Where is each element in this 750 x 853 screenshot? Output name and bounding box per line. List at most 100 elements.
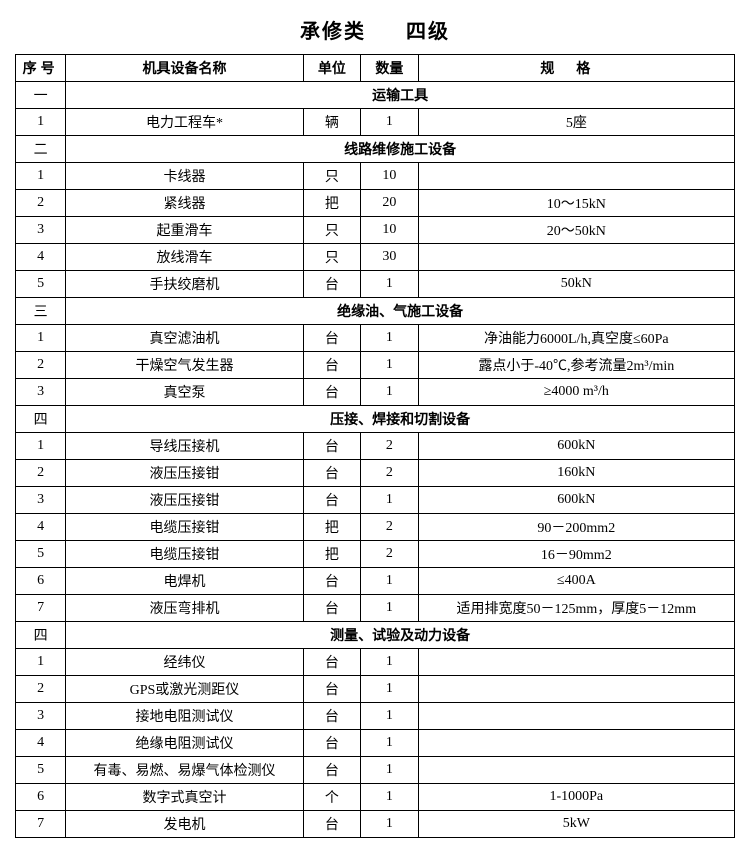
- cell-seq: 1: [16, 163, 66, 190]
- table-row: 3液压压接钳台1600kN: [16, 487, 735, 514]
- table-row: 2干燥空气发生器台1露点小于-40℃,参考流量2m³/min: [16, 352, 735, 379]
- cell-spec: [418, 676, 734, 703]
- table-row: 2液压压接钳台2160kN: [16, 460, 735, 487]
- cell-seq: 2: [16, 190, 66, 217]
- cell-spec: 净油能力6000L/h,真空度≤60Pa: [418, 325, 734, 352]
- cell-name: 紧线器: [66, 190, 303, 217]
- table-row: 4电缆压接钳把290－200mm2: [16, 514, 735, 541]
- cell-spec: [418, 163, 734, 190]
- cell-seq: 5: [16, 541, 66, 568]
- cell-qty: 1: [361, 271, 419, 298]
- section-header-row: 一运输工具: [16, 82, 735, 109]
- cell-seq: 1: [16, 109, 66, 136]
- cell-unit: 只: [303, 217, 361, 244]
- cell-spec: 1-1000Pa: [418, 784, 734, 811]
- cell-seq: 3: [16, 217, 66, 244]
- cell-spec: ≤400A: [418, 568, 734, 595]
- cell-name: 液压弯排机: [66, 595, 303, 622]
- table-row: 5手扶绞磨机台150kN: [16, 271, 735, 298]
- header-seq: 序号: [16, 55, 66, 82]
- table-row: 3起重滑车只1020～50kN: [16, 217, 735, 244]
- cell-unit: 个: [303, 784, 361, 811]
- cell-name: 干燥空气发生器: [66, 352, 303, 379]
- cell-spec: 90－200mm2: [418, 514, 734, 541]
- cell-unit: 把: [303, 514, 361, 541]
- cell-unit: 辆: [303, 109, 361, 136]
- cell-unit: 台: [303, 460, 361, 487]
- cell-qty: 1: [361, 595, 419, 622]
- cell-unit: 台: [303, 433, 361, 460]
- cell-unit: 台: [303, 379, 361, 406]
- cell-qty: 1: [361, 649, 419, 676]
- cell-unit: 台: [303, 568, 361, 595]
- table-header-row: 序号 机具设备名称 单位 数量 规格: [16, 55, 735, 82]
- section-title: 绝缘油、气施工设备: [66, 298, 735, 325]
- cell-name: 发电机: [66, 811, 303, 838]
- header-unit: 单位: [303, 55, 361, 82]
- cell-qty: 1: [361, 703, 419, 730]
- cell-seq: 6: [16, 568, 66, 595]
- section-title: 线路维修施工设备: [66, 136, 735, 163]
- cell-seq: 3: [16, 487, 66, 514]
- section-title: 测量、试验及动力设备: [66, 622, 735, 649]
- cell-seq: 2: [16, 352, 66, 379]
- table-row: 3真空泵台1≥4000 m³/h: [16, 379, 735, 406]
- cell-name: 液压压接钳: [66, 487, 303, 514]
- cell-seq: 5: [16, 757, 66, 784]
- section-seq: 二: [16, 136, 66, 163]
- cell-qty: 2: [361, 541, 419, 568]
- section-header-row: 四测量、试验及动力设备: [16, 622, 735, 649]
- cell-spec: 适用排宽度50－125mm，厚度5－12mm: [418, 595, 734, 622]
- cell-spec: ≥4000 m³/h: [418, 379, 734, 406]
- title-left: 承修类: [300, 21, 366, 43]
- cell-qty: 20: [361, 190, 419, 217]
- cell-seq: 1: [16, 649, 66, 676]
- cell-spec: [418, 703, 734, 730]
- cell-name: GPS或激光测距仪: [66, 676, 303, 703]
- equipment-table: 序号 机具设备名称 单位 数量 规格 一运输工具1电力工程车*辆15座二线路维修…: [15, 54, 735, 838]
- cell-spec: 16－90mm2: [418, 541, 734, 568]
- section-header-row: 二线路维修施工设备: [16, 136, 735, 163]
- table-row: 3接地电阻测试仪台1: [16, 703, 735, 730]
- cell-qty: 2: [361, 514, 419, 541]
- cell-spec: 160kN: [418, 460, 734, 487]
- page-title: 承修类 四级: [15, 15, 735, 44]
- cell-seq: 4: [16, 244, 66, 271]
- cell-unit: 台: [303, 271, 361, 298]
- table-row: 2紧线器把2010～15kN: [16, 190, 735, 217]
- cell-spec: 5座: [418, 109, 734, 136]
- cell-seq: 7: [16, 595, 66, 622]
- table-row: 1导线压接机台2600kN: [16, 433, 735, 460]
- cell-name: 真空滤油机: [66, 325, 303, 352]
- header-spec: 规格: [418, 55, 734, 82]
- cell-qty: 1: [361, 352, 419, 379]
- table-row: 1经纬仪台1: [16, 649, 735, 676]
- cell-unit: 只: [303, 244, 361, 271]
- cell-seq: 4: [16, 730, 66, 757]
- cell-name: 液压压接钳: [66, 460, 303, 487]
- section-seq: 一: [16, 82, 66, 109]
- cell-name: 卡线器: [66, 163, 303, 190]
- table-row: 7液压弯排机台1适用排宽度50－125mm，厚度5－12mm: [16, 595, 735, 622]
- cell-seq: 2: [16, 460, 66, 487]
- cell-qty: 1: [361, 109, 419, 136]
- cell-name: 放线滑车: [66, 244, 303, 271]
- title-right: 四级: [406, 21, 450, 43]
- section-header-row: 四压接、焊接和切割设备: [16, 406, 735, 433]
- cell-spec: 600kN: [418, 487, 734, 514]
- cell-qty: 30: [361, 244, 419, 271]
- cell-name: 手扶绞磨机: [66, 271, 303, 298]
- cell-name: 电焊机: [66, 568, 303, 595]
- table-row: 4绝缘电阻测试仪台1: [16, 730, 735, 757]
- table-row: 7发电机台15kW: [16, 811, 735, 838]
- cell-spec: 10～15kN: [418, 190, 734, 217]
- cell-seq: 7: [16, 811, 66, 838]
- cell-name: 电缆压接钳: [66, 541, 303, 568]
- cell-unit: 台: [303, 487, 361, 514]
- cell-spec: 20～50kN: [418, 217, 734, 244]
- table-row: 1真空滤油机台1净油能力6000L/h,真空度≤60Pa: [16, 325, 735, 352]
- cell-qty: 1: [361, 730, 419, 757]
- table-row: 6数字式真空计个11-1000Pa: [16, 784, 735, 811]
- header-qty: 数量: [361, 55, 419, 82]
- table-row: 6电焊机台1≤400A: [16, 568, 735, 595]
